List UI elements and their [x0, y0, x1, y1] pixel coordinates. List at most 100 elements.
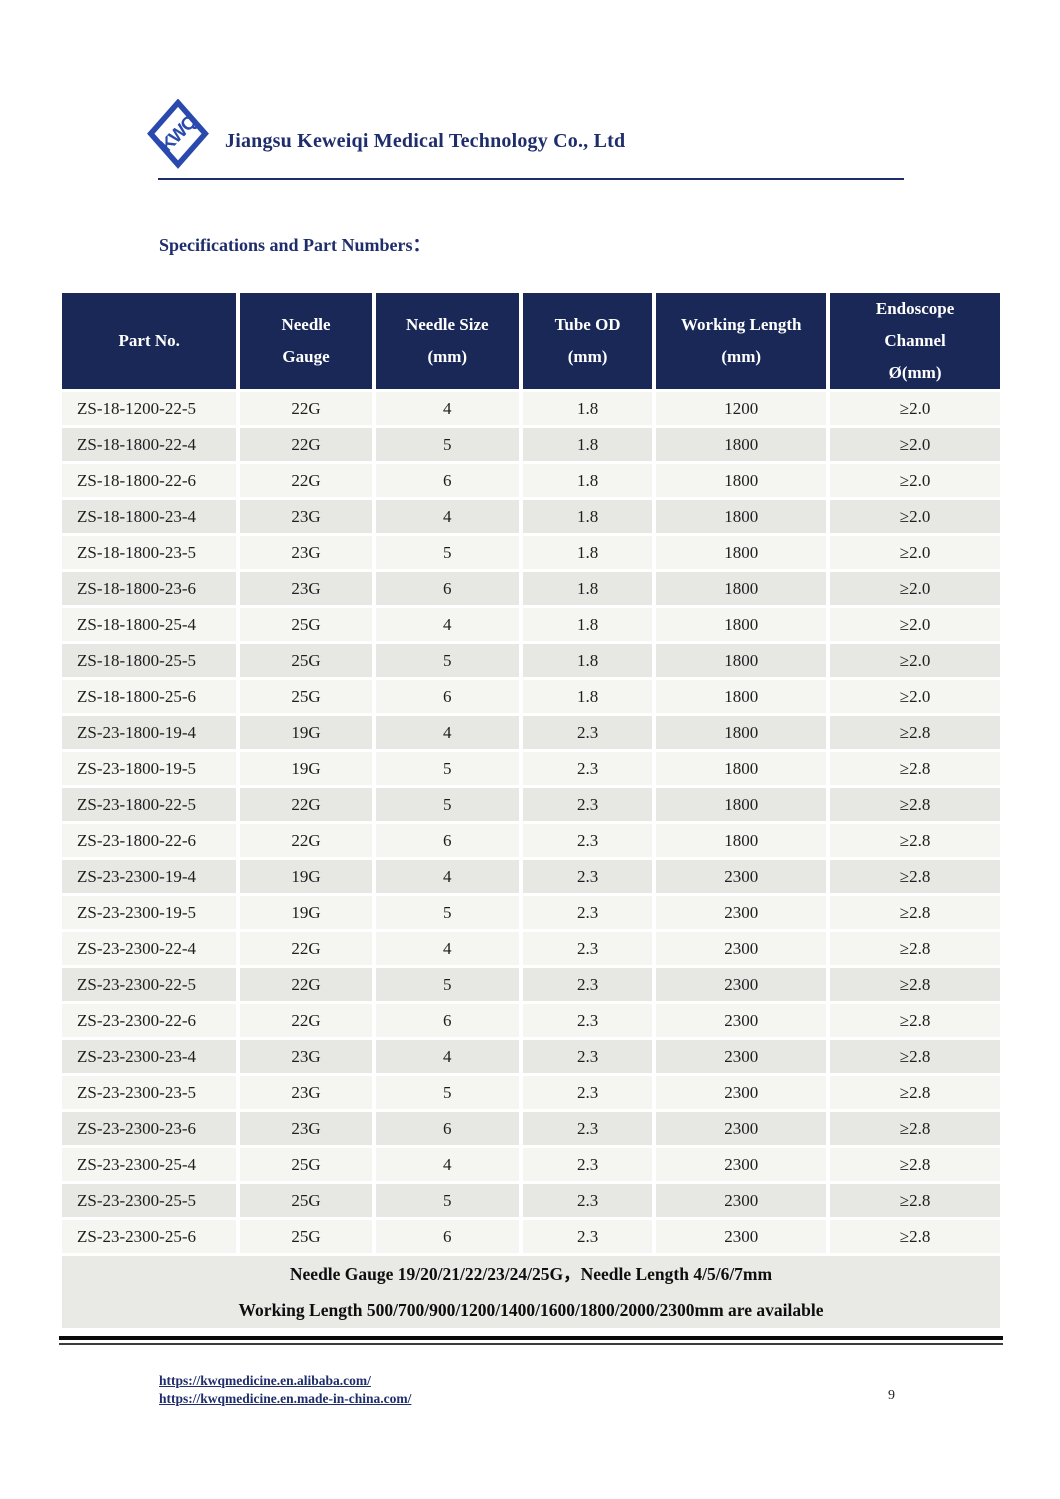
- cell-needle-size: 4: [375, 500, 519, 533]
- cell-needle-gauge: 25G: [240, 608, 372, 641]
- cell-tube-od: 1.8: [522, 392, 653, 425]
- cell-needle-size: 4: [375, 608, 519, 641]
- cell-endoscope-channel: ≥2.0: [830, 464, 1000, 497]
- table-row: ZS-23-2300-23-6 23G 6 2.3 2300 ≥2.8: [62, 1112, 1000, 1145]
- column-header-line: Working Length: [681, 315, 802, 334]
- alibaba-link[interactable]: https://kwqmedicine.en.alibaba.com/: [159, 1373, 371, 1388]
- page-number: 9: [888, 1388, 895, 1403]
- table-row: ZS-18-1800-25-6 25G 6 1.8 1800 ≥2.0: [62, 680, 1000, 713]
- table-row: ZS-18-1800-23-6 23G 6 1.8 1800 ≥2.0: [62, 572, 1000, 605]
- column-header-line: Part No.: [118, 331, 180, 350]
- table-row: ZS-23-2300-22-4 22G 4 2.3 2300 ≥2.8: [62, 932, 1000, 965]
- cell-tube-od: 1.8: [522, 536, 653, 569]
- cell-needle-size: 4: [375, 716, 519, 749]
- table-header: Part No. Needle Gauge Needle Size (mm) Tube O…: [62, 293, 1000, 389]
- cell-part-no: ZS-18-1800-25-4: [62, 608, 237, 641]
- cell-part-no: ZS-23-2300-22-4: [62, 932, 237, 965]
- cell-endoscope-channel: ≥2.8: [830, 1220, 1000, 1253]
- cell-part-no: ZS-23-2300-23-5: [62, 1076, 237, 1109]
- made-in-china-link[interactable]: https://kwqmedicine.en.made-in-china.com…: [159, 1391, 412, 1406]
- cell-needle-gauge: 19G: [240, 752, 372, 785]
- cell-needle-size: 6: [375, 680, 519, 713]
- cell-tube-od: 2.3: [522, 860, 653, 893]
- cell-needle-gauge: 22G: [240, 788, 372, 821]
- cell-needle-gauge: 22G: [240, 464, 372, 497]
- cell-needle-gauge: 22G: [240, 968, 372, 1001]
- cell-needle-size: 6: [375, 1220, 519, 1253]
- section-title: Specifications and Part Numbers：: [159, 235, 431, 255]
- column-header-tube-od: Tube OD (mm): [522, 293, 653, 389]
- cell-working-length: 1800: [656, 608, 827, 641]
- cell-endoscope-channel: ≥2.8: [830, 1040, 1000, 1073]
- cell-part-no: ZS-23-1800-22-6: [62, 824, 237, 857]
- cell-needle-gauge: 22G: [240, 932, 372, 965]
- company-logo: KWQ: [147, 98, 209, 177]
- cell-endoscope-channel: ≥2.8: [830, 896, 1000, 929]
- cell-needle-gauge: 19G: [240, 860, 372, 893]
- cell-working-length: 2300: [656, 968, 827, 1001]
- cell-needle-size: 5: [375, 968, 519, 1001]
- column-header-line: Ø(mm): [888, 363, 942, 382]
- table-row: ZS-23-1800-19-5 19G 5 2.3 1800 ≥2.8: [62, 752, 1000, 785]
- cell-endoscope-channel: ≥2.0: [830, 428, 1000, 461]
- cell-endoscope-channel: ≥2.8: [830, 1112, 1000, 1145]
- column-header-line: (mm): [721, 347, 762, 366]
- cell-part-no: ZS-23-2300-19-5: [62, 896, 237, 929]
- cell-needle-size: 6: [375, 824, 519, 857]
- logo-diamond-icon: KWQ: [147, 98, 209, 169]
- cell-endoscope-channel: ≥2.8: [830, 860, 1000, 893]
- cell-tube-od: 2.3: [522, 824, 653, 857]
- cell-endoscope-channel: ≥2.8: [830, 1184, 1000, 1217]
- column-header-part-no: Part No.: [62, 293, 237, 389]
- cell-working-length: 1800: [656, 572, 827, 605]
- cell-working-length: 1800: [656, 536, 827, 569]
- column-header-line: Needle: [281, 315, 331, 334]
- cell-part-no: ZS-18-1800-22-6: [62, 464, 237, 497]
- cell-tube-od: 2.3: [522, 1184, 653, 1217]
- cell-working-length: 2300: [656, 860, 827, 893]
- footer-links: https://kwqmedicine.en.alibaba.com/ http…: [159, 1372, 411, 1408]
- cell-part-no: ZS-23-2300-23-6: [62, 1112, 237, 1145]
- table-row: ZS-23-2300-23-5 23G 5 2.3 2300 ≥2.8: [62, 1076, 1000, 1109]
- cell-part-no: ZS-23-2300-23-4: [62, 1040, 237, 1073]
- cell-working-length: 1800: [656, 788, 827, 821]
- footnote-working-length: Working Length 500/700/900/1200/1400/160…: [238, 1300, 824, 1320]
- cell-needle-size: 6: [375, 464, 519, 497]
- cell-endoscope-channel: ≥2.8: [830, 752, 1000, 785]
- cell-part-no: ZS-18-1800-23-5: [62, 536, 237, 569]
- cell-needle-gauge: 22G: [240, 824, 372, 857]
- cell-endoscope-channel: ≥2.8: [830, 1148, 1000, 1181]
- cell-part-no: ZS-23-2300-19-4: [62, 860, 237, 893]
- cell-tube-od: 2.3: [522, 1076, 653, 1109]
- cell-working-length: 2300: [656, 1220, 827, 1253]
- cell-needle-gauge: 25G: [240, 1220, 372, 1253]
- cell-working-length: 2300: [656, 1004, 827, 1037]
- cell-tube-od: 2.3: [522, 1148, 653, 1181]
- cell-working-length: 1200: [656, 392, 827, 425]
- cell-tube-od: 2.3: [522, 1220, 653, 1253]
- table-row: ZS-23-2300-22-5 22G 5 2.3 2300 ≥2.8: [62, 968, 1000, 1001]
- cell-needle-size: 6: [375, 1112, 519, 1145]
- cell-tube-od: 2.3: [522, 1040, 653, 1073]
- cell-endoscope-channel: ≥2.8: [830, 824, 1000, 857]
- cell-needle-size: 4: [375, 1040, 519, 1073]
- table-row: ZS-23-1800-19-4 19G 4 2.3 1800 ≥2.8: [62, 716, 1000, 749]
- table-row: ZS-23-2300-19-4 19G 4 2.3 2300 ≥2.8: [62, 860, 1000, 893]
- table-row: ZS-18-1800-23-5 23G 5 1.8 1800 ≥2.0: [62, 536, 1000, 569]
- cell-working-length: 1800: [656, 752, 827, 785]
- cell-tube-od: 2.3: [522, 716, 653, 749]
- cell-needle-size: 5: [375, 788, 519, 821]
- cell-needle-size: 5: [375, 644, 519, 677]
- cell-needle-size: 5: [375, 1184, 519, 1217]
- table-row: ZS-18-1800-22-6 22G 6 1.8 1800 ≥2.0: [62, 464, 1000, 497]
- cell-needle-size: 5: [375, 1076, 519, 1109]
- footnote-needle-gauge: Needle Gauge 19/20/21/22/23/24/25G，Needl…: [289, 1264, 773, 1284]
- column-header-needle-gauge: Needle Gauge: [240, 293, 372, 389]
- cell-needle-size: 6: [375, 572, 519, 605]
- cell-part-no: ZS-23-1800-22-5: [62, 788, 237, 821]
- cell-tube-od: 2.3: [522, 788, 653, 821]
- specifications-table: Part No. Needle Gauge Needle Size (mm) Tube O…: [58, 290, 1004, 1331]
- cell-part-no: ZS-23-2300-22-6: [62, 1004, 237, 1037]
- cell-needle-gauge: 19G: [240, 716, 372, 749]
